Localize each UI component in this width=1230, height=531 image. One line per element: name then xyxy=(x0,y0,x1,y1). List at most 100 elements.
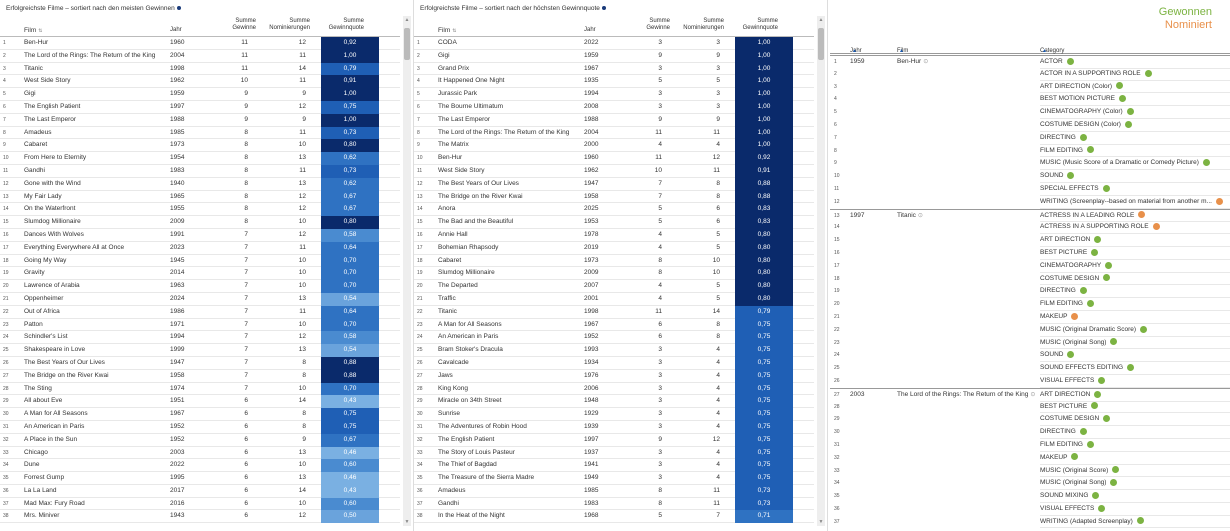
table-row[interactable]: 29 All about Eve 1951 6 14 0,43 xyxy=(0,395,400,409)
table-row[interactable]: 4 It Happened One Night 1935 5 5 1,00 xyxy=(414,75,814,89)
table-row[interactable]: 35 SOUND MIXING xyxy=(830,490,1230,503)
table-row[interactable]: 20 Lawrence of Arabia 1963 7 10 0,70 xyxy=(0,280,400,293)
table-row[interactable]: 33 Chicago 2003 6 13 0,46 xyxy=(0,446,400,460)
table-row[interactable]: 26 Cavalcade 1934 3 4 0,75 xyxy=(414,356,814,370)
header-film[interactable]: Film ⇅ xyxy=(24,27,43,34)
table-row[interactable]: 12 Gone with the Wind 1940 8 13 0,62 xyxy=(0,177,400,191)
table-row[interactable]: 9 Cabaret 1973 8 10 0,80 xyxy=(0,139,400,153)
scrollbar[interactable]: ▲ ▼ xyxy=(403,16,411,526)
table-row[interactable]: 21 MAKEUP xyxy=(830,311,1230,324)
table-row[interactable]: 30 Sunrise 1929 3 4 0,75 xyxy=(414,408,814,421)
table-row[interactable]: 28 The Sting 1974 7 10 0,70 xyxy=(0,382,400,396)
table-row[interactable]: 1 Ben-Hur 1960 11 12 0,92 xyxy=(0,37,400,50)
table-row[interactable]: 15 ART DIRECTION xyxy=(830,234,1230,247)
link-icon[interactable]: ⊙ xyxy=(917,212,923,219)
table-row[interactable]: 23 Patton 1971 7 10 0,70 xyxy=(0,318,400,332)
table-row[interactable]: 14 Anora 2025 5 6 0,83 xyxy=(414,203,814,217)
table-row[interactable]: 6 The Bourne Ultimatum 2008 3 3 1,00 xyxy=(414,100,814,114)
scroll-up-icon[interactable]: ▲ xyxy=(404,17,410,23)
table-row[interactable]: 14 ACTRESS IN A SUPPORTING ROLE xyxy=(830,221,1230,235)
table-row[interactable]: 21 Oppenheimer 2024 7 13 0,54 xyxy=(0,292,400,306)
table-row[interactable]: 12 WRITING (Screenplay--based on material… xyxy=(830,196,1230,209)
table-row[interactable]: 23 A Man for All Seasons 1967 6 8 0,75 xyxy=(414,318,814,332)
table-row[interactable]: 3 Titanic 1998 11 14 0,79 xyxy=(0,62,400,76)
table-row[interactable]: 11 SPECIAL EFFECTS xyxy=(830,183,1230,196)
table-row[interactable]: 30 A Man for All Seasons 1967 6 8 0,75 xyxy=(0,408,400,421)
table-row[interactable]: 3 Grand Prix 1967 3 3 1,00 xyxy=(414,62,814,76)
table-row[interactable]: 38 Mrs. Miniver 1943 6 12 0,50 xyxy=(0,510,400,524)
table-row[interactable]: 18 Going My Way 1945 7 10 0,70 xyxy=(0,254,400,268)
table-row[interactable]: 31 The Adventures of Robin Hood 1939 3 4 0,75 xyxy=(414,420,814,434)
header-nom[interactable]: Summe Nominierungen xyxy=(683,18,724,31)
table-row[interactable]: 1 CODA 2022 3 3 1,00 xyxy=(414,37,814,50)
header-won[interactable]: Summe Gewinne xyxy=(646,18,670,31)
table-row[interactable]: 32 The English Patient 1997 9 12 0,75 xyxy=(414,433,814,447)
table-row[interactable]: 9 The Matrix 2000 4 4 1,00 xyxy=(414,139,814,153)
table-row[interactable]: 28 BEST PICTURE xyxy=(830,401,1230,414)
table-row[interactable]: 34 Dune 2022 6 10 0,60 xyxy=(0,459,400,473)
table-row[interactable]: 27 The Bridge on the River Kwai 1958 7 8 0,88 xyxy=(0,369,400,383)
table-row[interactable]: 13 The Bridge on the River Kwai 1958 7 8 0,88 xyxy=(414,190,814,204)
table-row[interactable]: 5 CINEMATOGRAPHY (Color) xyxy=(830,106,1230,119)
table-row[interactable]: 13 My Fair Lady 1965 8 12 0,67 xyxy=(0,190,400,204)
table-row[interactable]: 17 CINEMATOGRAPHY xyxy=(830,260,1230,273)
table-row[interactable]: 8 Amadeus 1985 8 11 0,73 xyxy=(0,126,400,140)
table-row[interactable]: 35 Forrest Gump 1995 6 13 0,46 xyxy=(0,472,400,485)
table-row[interactable]: 34 MUSIC (Original Song) xyxy=(830,477,1230,491)
table-row[interactable]: 14 On the Waterfront 1955 8 12 0,67 xyxy=(0,203,400,217)
table-row[interactable]: 36 La La Land 2017 6 14 0,43 xyxy=(0,484,400,498)
header-won[interactable]: Summe Gewinne xyxy=(232,18,256,31)
table-row[interactable]: 36 Amadeus 1985 8 11 0,73 xyxy=(414,484,814,498)
table-row[interactable]: 31 An American in Paris 1952 6 8 0,75 xyxy=(0,420,400,434)
table-row[interactable]: 4 BEST MOTION PICTURE xyxy=(830,93,1230,107)
table-row[interactable]: 18 COSTUME DESIGN xyxy=(830,273,1230,286)
table-row[interactable]: 37 WRITING (Adapted Screenplay) xyxy=(830,516,1230,529)
table-row[interactable]: 35 The Treasure of the Sierra Madre 1949 3 4… xyxy=(414,472,814,485)
table-row[interactable]: 33 The Story of Louis Pasteur 1937 3 4 0,75 xyxy=(414,446,814,460)
table-row[interactable]: 25 SOUND EFFECTS EDITING xyxy=(830,362,1230,375)
table-row[interactable]: 7 DIRECTING xyxy=(830,132,1230,145)
scroll-down-icon[interactable]: ▼ xyxy=(404,519,410,525)
table-row[interactable]: 18 Cabaret 1973 8 10 0,80 xyxy=(414,254,814,268)
table-row[interactable]: 16 Annie Hall 1978 4 5 0,80 xyxy=(414,228,814,242)
table-row[interactable]: 19 Slumdog Millionaire 2009 8 10 0,80 xyxy=(414,267,814,281)
table-row[interactable]: 26 VISUAL EFFECTS xyxy=(830,375,1230,388)
table-row[interactable]: 37 Gandhi 1983 8 11 0,73 xyxy=(414,497,814,511)
table-row[interactable]: 3 ART DIRECTION (Color) xyxy=(830,81,1230,94)
table-row[interactable]: 36 VISUAL EFFECTS xyxy=(830,503,1230,516)
table-row[interactable]: 28 King Kong 2006 3 4 0,75 xyxy=(414,382,814,396)
header-year[interactable]: Jahr xyxy=(170,27,182,33)
table-row[interactable]: 29 COSTUME DESIGN xyxy=(830,413,1230,427)
table-row[interactable]: 17 Bohemian Rhapsody 2019 4 5 0,80 xyxy=(414,241,814,255)
table-row[interactable]: 20 The Departed 2007 4 5 0,80 xyxy=(414,280,814,293)
header-year[interactable]: Jahr xyxy=(584,27,596,33)
table-row[interactable]: 32 A Place in the Sun 1952 6 9 0,67 xyxy=(0,433,400,447)
table-row[interactable]: 13 1997 Titanic ⊙ ACTRESS IN A LEADING ROLE xyxy=(830,208,1230,223)
table-row[interactable]: 26 The Best Years of Our Lives 1947 7 8 0,88 xyxy=(0,356,400,370)
table-row[interactable]: 5 Gigi 1959 9 9 1,00 xyxy=(0,88,400,101)
table-row[interactable]: 31 FILM EDITING xyxy=(830,439,1230,452)
table-row[interactable]: 21 Traffic 2001 4 5 0,80 xyxy=(414,292,814,306)
scroll-up-icon[interactable]: ▲ xyxy=(818,17,824,23)
table-row[interactable]: 24 Schindler's List 1994 7 12 0,58 xyxy=(0,331,400,345)
table-row[interactable]: 10 Ben-Hur 1960 11 12 0,92 xyxy=(414,152,814,165)
table-row[interactable]: 20 FILM EDITING xyxy=(830,298,1230,311)
table-row[interactable]: 15 The Bad and the Beautiful 1953 5 6 0,83 xyxy=(414,216,814,229)
header-quota[interactable]: Summe Gewinnquote xyxy=(328,18,364,31)
table-row[interactable]: 16 BEST PICTURE xyxy=(830,247,1230,260)
table-row[interactable]: 27 Jaws 1976 3 4 0,75 xyxy=(414,369,814,383)
header-quota[interactable]: Summe Gewinnquote xyxy=(742,18,778,31)
table-row[interactable]: 19 Gravity 2014 7 10 0,70 xyxy=(0,267,400,281)
table-row[interactable]: 32 MAKEUP xyxy=(830,452,1230,465)
table-row[interactable]: 2 ACTOR IN A SUPPORTING ROLE xyxy=(830,68,1230,81)
table-row[interactable]: 27 2003 The Lord of the Rings: The Return … xyxy=(830,387,1230,402)
table-row[interactable]: 8 The Lord of the Rings: The Return of th… xyxy=(414,126,814,140)
table-row[interactable]: 6 The English Patient 1997 9 12 0,75 xyxy=(0,100,400,114)
link-icon[interactable]: ⊙ xyxy=(923,59,929,65)
table-row[interactable]: 37 Mad Max: Fury Road 2016 6 10 0,60 xyxy=(0,497,400,511)
table-row[interactable]: 19 DIRECTING xyxy=(830,285,1230,299)
table-row[interactable]: 22 Out of Africa 1986 7 11 0,64 xyxy=(0,305,400,319)
table-row[interactable]: 22 MUSIC (Original Dramatic Score) xyxy=(830,324,1230,337)
table-row[interactable]: 15 Slumdog Millionaire 2009 8 10 0,80 xyxy=(0,216,400,229)
table-row[interactable]: 38 In the Heat of the Night 1968 5 7 0,71 xyxy=(414,510,814,524)
